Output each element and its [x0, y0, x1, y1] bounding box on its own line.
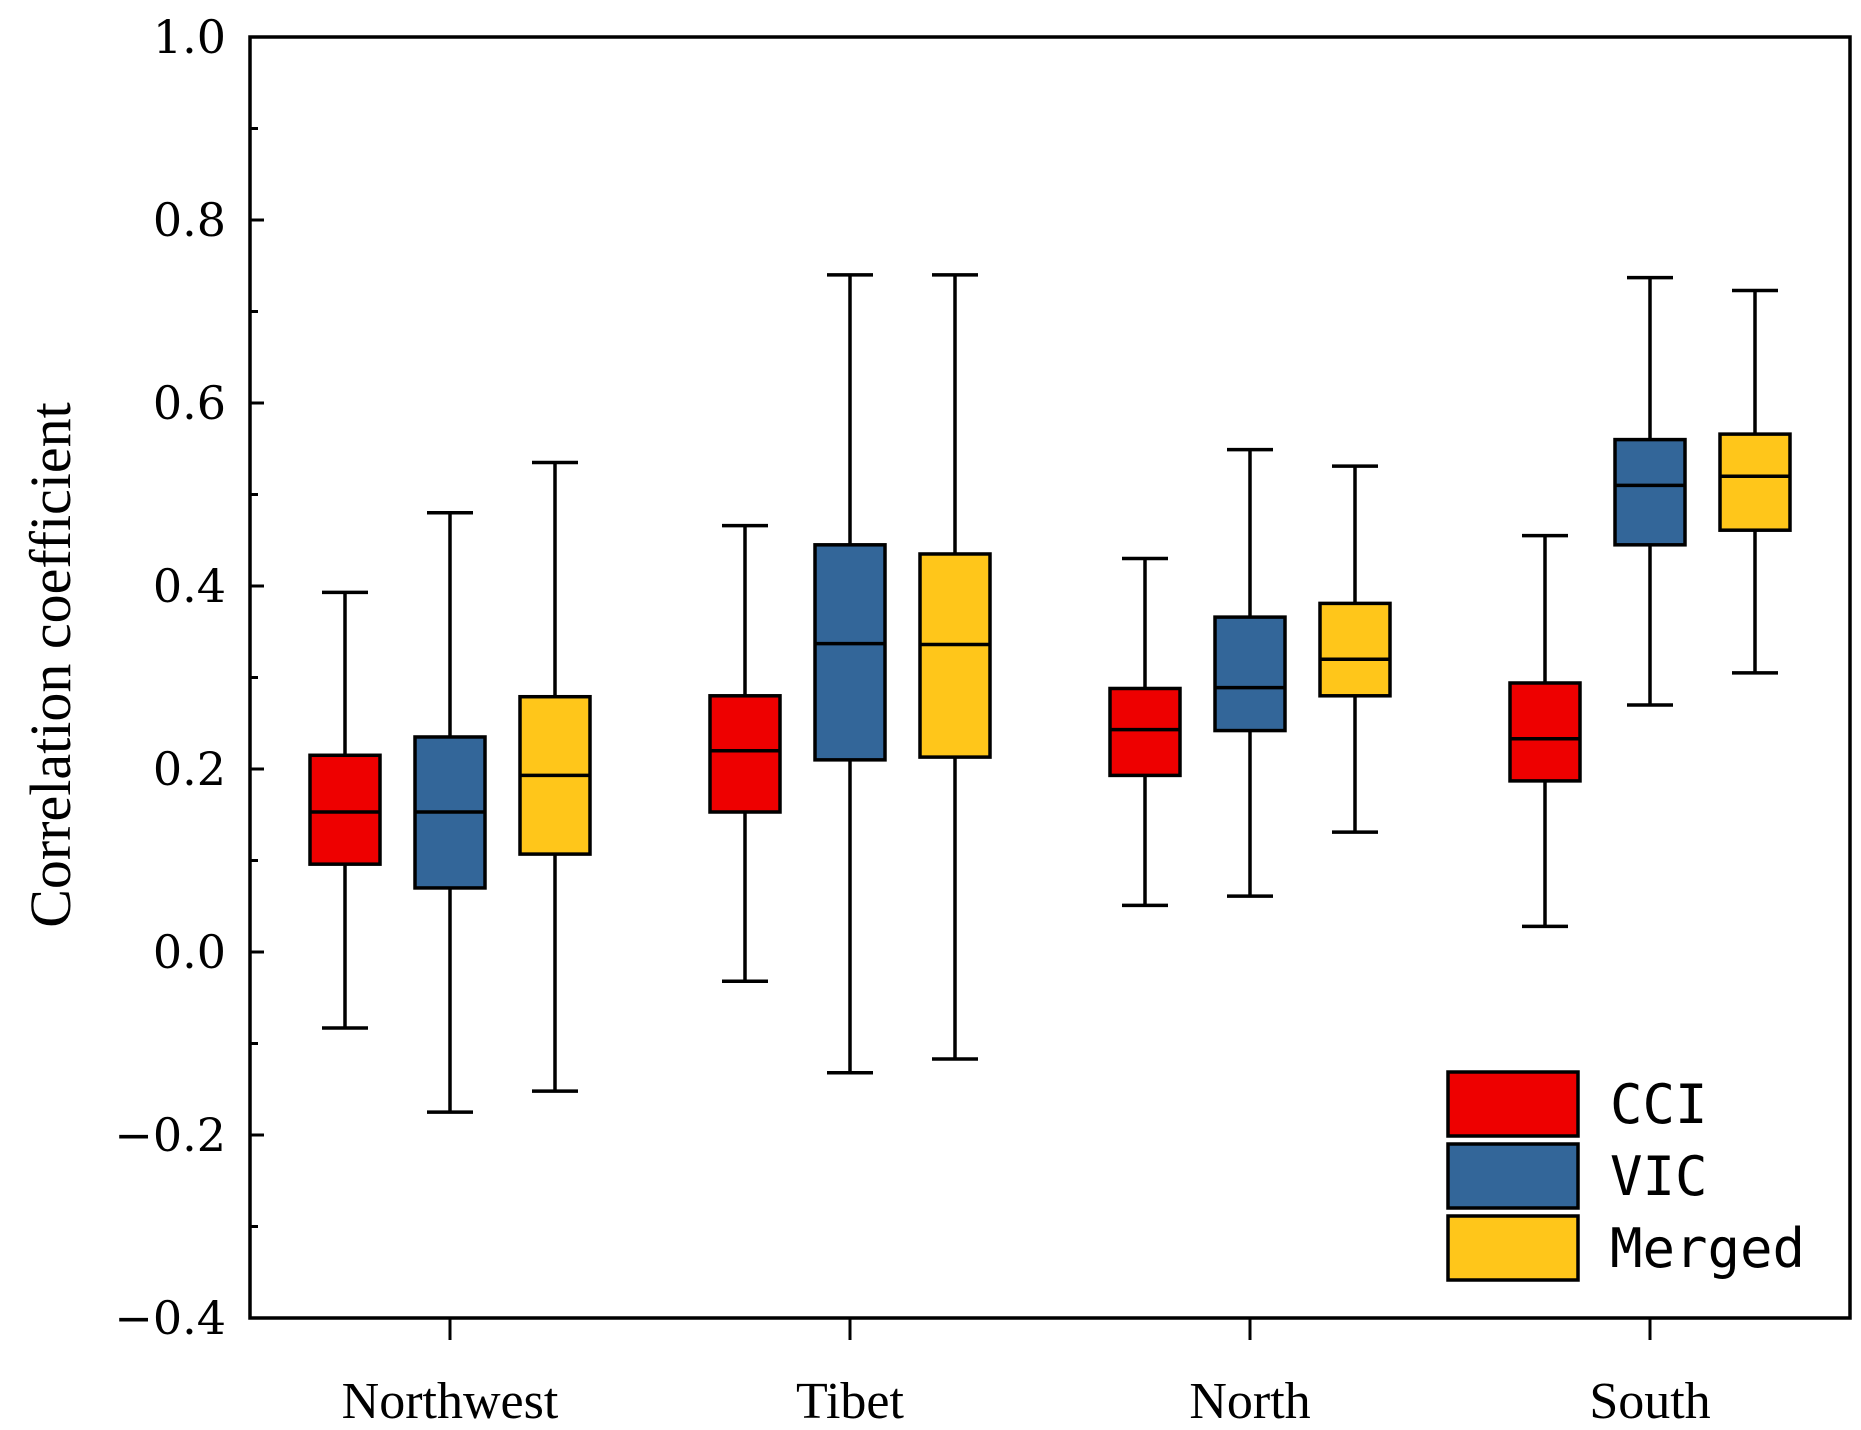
box-cci-south — [1508, 681, 1582, 783]
x-category-label-tibet: Tibet — [796, 1373, 904, 1430]
x-category-label-north: North — [1189, 1373, 1310, 1430]
x-category-label-northwest: Northwest — [342, 1373, 559, 1430]
box-vic-north — [1213, 615, 1287, 733]
box-cci-tibet — [708, 694, 782, 814]
x-category-label-south: South — [1589, 1373, 1710, 1430]
legend-swatch-cci — [1446, 1070, 1580, 1138]
legend-swatch-vic — [1446, 1142, 1580, 1210]
y-tick-label: 0.8 — [153, 193, 226, 247]
box-cci-northwest — [308, 753, 382, 866]
box-merged-south — [1718, 432, 1792, 532]
legend-label-vic: VIC — [1610, 1145, 1708, 1208]
y-tick-label: −0.2 — [114, 1108, 226, 1162]
legend-swatch-merged — [1446, 1214, 1580, 1282]
y-tick-label: 1.0 — [153, 10, 226, 64]
y-tick-label: −0.4 — [114, 1291, 226, 1345]
box-vic-tibet — [813, 543, 887, 762]
y-tick-label: 0.2 — [153, 742, 226, 796]
y-axis-title: Correlation coefficient — [18, 402, 83, 928]
box-vic-south — [1613, 437, 1687, 547]
box-merged-north — [1318, 601, 1392, 698]
box-cci-north — [1108, 686, 1182, 778]
legend-label-cci: CCI — [1610, 1073, 1708, 1136]
box-merged-tibet — [918, 552, 992, 759]
plot-area: −0.4 −0.2 0.0 0.2 0.4 0.6 0.8 1.0 Northwest Tibet… — [114, 10, 1852, 1430]
y-tick-label: 0.6 — [153, 376, 226, 430]
legend-label-merged: Merged — [1610, 1217, 1805, 1280]
y-tick-label: 0.0 — [153, 925, 226, 979]
y-tick-label: 0.4 — [153, 559, 226, 613]
